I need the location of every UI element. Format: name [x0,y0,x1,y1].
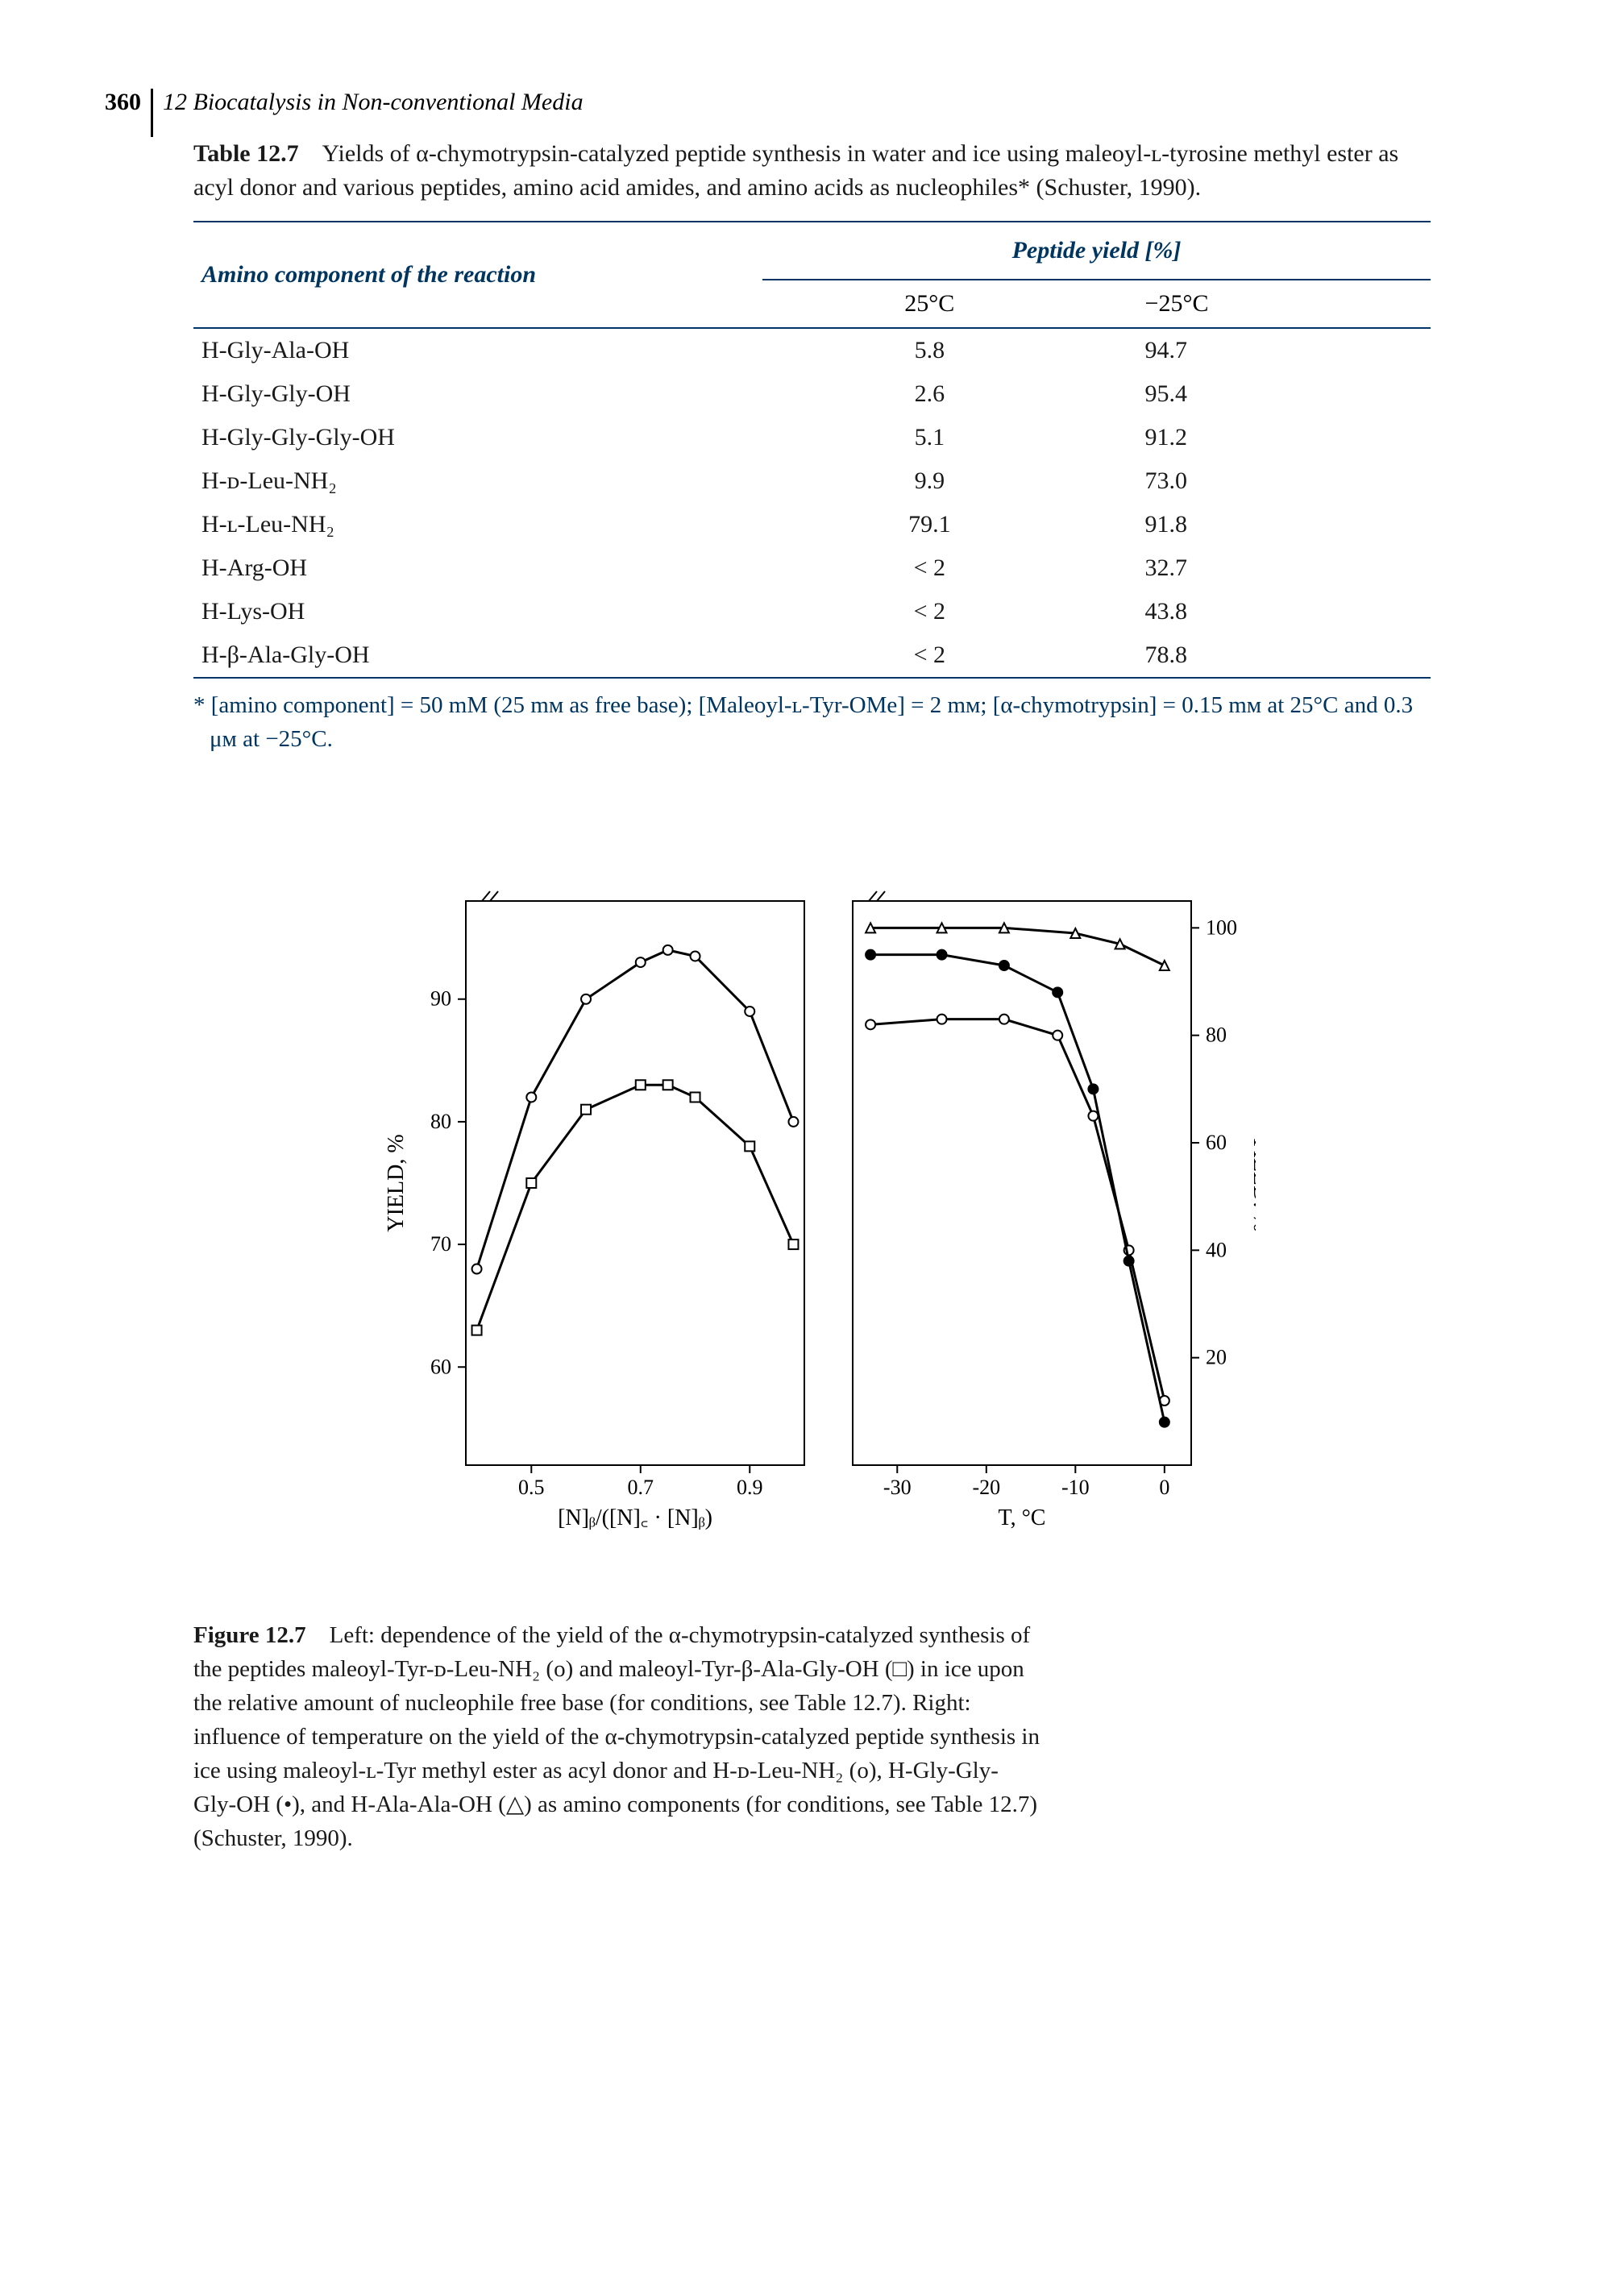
yieldneg25-cell: 32.7 [1097,546,1431,590]
table-caption: Table 12.7 Yields of α-chymotrypsin-cata… [193,137,1431,205]
svg-text:20: 20 [1206,1346,1227,1369]
table-row: H-ᴅ-Leu-NH₂9.973.0 [193,459,1431,503]
page-number: 360 [105,89,153,137]
table-label: Table 12.7 [193,140,299,167]
table-row: H-ʟ-Leu-NH₂79.191.8 [193,503,1431,546]
yield25-cell: < 2 [762,546,1096,590]
table-row: H-Gly-Ala-OH5.894.7 [193,328,1431,372]
yield25-cell: 5.1 [762,416,1096,459]
figure-svg: 60 70 80 90 0.5 0.7 0.9 [N]ᵦ/([N]꜀ · [N]ᵦ) YIELD… [369,869,1256,1594]
svg-text:60: 60 [430,1355,451,1378]
figure-caption: Figure 12.7 Left: dependence of the yiel… [193,1618,1040,1855]
table-caption-text: Yields of α-chymotrypsin-catalyzed pepti… [193,140,1398,201]
amino-cell: H-Lys-OH [193,590,762,633]
yield25-cell: < 2 [762,633,1096,678]
amino-cell: H-ᴅ-Leu-NH₂ [193,459,762,503]
col-amino-header: Amino component of the reaction [193,222,762,328]
svg-text:-30: -30 [883,1476,911,1499]
figure-caption-text: Left: dependence of the yield of the α-c… [193,1622,1040,1851]
svg-text:40: 40 [1206,1238,1227,1261]
svg-text:0.5: 0.5 [518,1476,545,1499]
svg-text:-10: -10 [1061,1476,1089,1499]
yield25-cell: 5.8 [762,328,1096,372]
svg-text:YIELD, %: YIELD, % [384,1134,409,1231]
amino-cell: H-β-Ala-Gly-OH [193,633,762,678]
yield25-cell: 9.9 [762,459,1096,503]
yield25-cell: 2.6 [762,372,1096,416]
svg-text:80: 80 [1206,1024,1227,1047]
svg-text:T, °C: T, °C [998,1505,1045,1530]
yieldneg25-cell: 95.4 [1097,372,1431,416]
table-row: H-Gly-Gly-OH2.695.4 [193,372,1431,416]
svg-text:0.9: 0.9 [737,1476,763,1499]
table-row: H-β-Ala-Gly-OH< 278.8 [193,633,1431,678]
amino-cell: H-ʟ-Leu-NH₂ [193,503,762,546]
svg-text:70: 70 [430,1232,451,1256]
svg-text:[N]ᵦ/([N]꜀ · [N]ᵦ): [N]ᵦ/([N]꜀ · [N]ᵦ) [558,1505,712,1530]
amino-cell: H-Gly-Ala-OH [193,328,762,372]
yieldneg25-cell: 73.0 [1097,459,1431,503]
yieldneg25-cell: 94.7 [1097,328,1431,372]
sub-25: 25°C [762,280,1096,328]
table-row: H-Lys-OH< 243.8 [193,590,1431,633]
yieldneg25-cell: 78.8 [1097,633,1431,678]
svg-text:100: 100 [1206,916,1237,939]
peptide-yield-table: Amino component of the reaction Peptide … [193,221,1431,679]
svg-text:0: 0 [1159,1476,1169,1499]
amino-cell: H-Arg-OH [193,546,762,590]
svg-text:90: 90 [430,987,451,1011]
figure-panel: 60 70 80 90 0.5 0.7 0.9 [N]ᵦ/([N]꜀ · [N]ᵦ) YIELD… [193,869,1431,1594]
table-row: H-Gly-Gly-Gly-OH5.191.2 [193,416,1431,459]
yield25-cell: 79.1 [762,503,1096,546]
amino-cell: H-Gly-Gly-OH [193,372,762,416]
figure-label: Figure 12.7 [193,1622,306,1648]
svg-text:0.7: 0.7 [627,1476,654,1499]
yieldneg25-cell: 91.8 [1097,503,1431,546]
yield25-cell: < 2 [762,590,1096,633]
col-yield-header: Peptide yield [%] [762,222,1431,280]
running-head: 360 12 Biocatalysis in Non-conventional … [105,89,584,137]
svg-text:-20: -20 [972,1476,1000,1499]
svg-text:YIELD. %: YIELD. % [1248,1134,1256,1231]
table-row: H-Arg-OH< 232.7 [193,546,1431,590]
sub-neg25: −25°C [1097,280,1431,328]
yieldneg25-cell: 91.2 [1097,416,1431,459]
amino-cell: H-Gly-Gly-Gly-OH [193,416,762,459]
table-footnote: * [amino component] = 50 mM (25 mᴍ as fr… [193,688,1431,756]
svg-text:60: 60 [1206,1131,1227,1154]
yieldneg25-cell: 43.8 [1097,590,1431,633]
svg-text:80: 80 [430,1110,451,1133]
chapter-heading: 12 Biocatalysis in Non-conventional Medi… [153,89,584,116]
